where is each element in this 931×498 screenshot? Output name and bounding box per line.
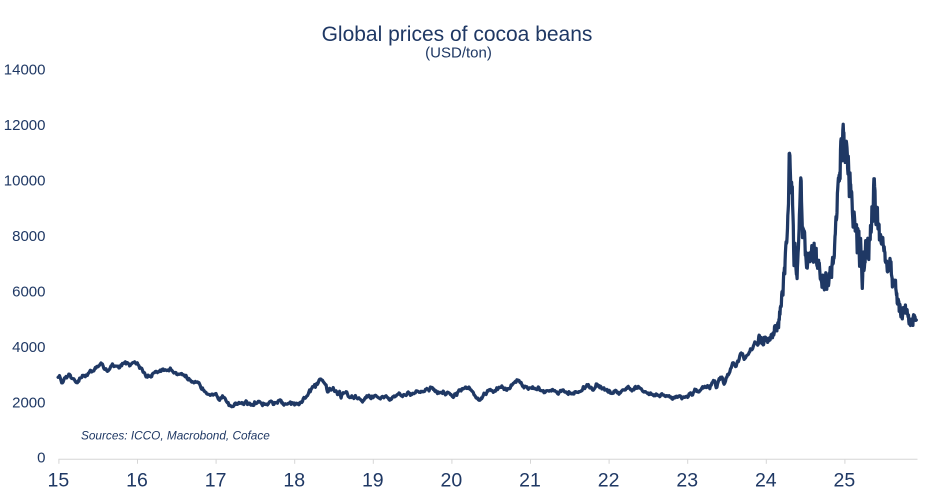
svg-text:25: 25 bbox=[834, 469, 856, 491]
svg-text:2000: 2000 bbox=[12, 394, 45, 411]
svg-text:(USD/ton): (USD/ton) bbox=[425, 45, 492, 62]
svg-text:15: 15 bbox=[48, 469, 70, 491]
svg-text:10000: 10000 bbox=[4, 173, 46, 190]
svg-text:8000: 8000 bbox=[12, 228, 45, 245]
svg-text:18: 18 bbox=[283, 469, 305, 491]
svg-text:6000: 6000 bbox=[12, 283, 45, 300]
svg-text:24: 24 bbox=[755, 469, 777, 491]
svg-text:21: 21 bbox=[519, 469, 541, 491]
svg-text:12000: 12000 bbox=[4, 117, 46, 134]
svg-text:14000: 14000 bbox=[4, 62, 46, 79]
svg-text:0: 0 bbox=[37, 450, 45, 467]
svg-text:20: 20 bbox=[441, 469, 463, 491]
svg-text:4000: 4000 bbox=[12, 339, 45, 356]
svg-text:22: 22 bbox=[598, 469, 620, 491]
svg-text:16: 16 bbox=[126, 469, 148, 491]
svg-text:19: 19 bbox=[362, 469, 384, 491]
svg-text:Global prices of cocoa beans: Global prices of cocoa beans bbox=[322, 23, 593, 46]
svg-text:23: 23 bbox=[676, 469, 698, 491]
svg-text:17: 17 bbox=[205, 469, 227, 491]
svg-text:Sources: ICCO, Macrobond, Cofa: Sources: ICCO, Macrobond, Coface bbox=[81, 429, 270, 443]
